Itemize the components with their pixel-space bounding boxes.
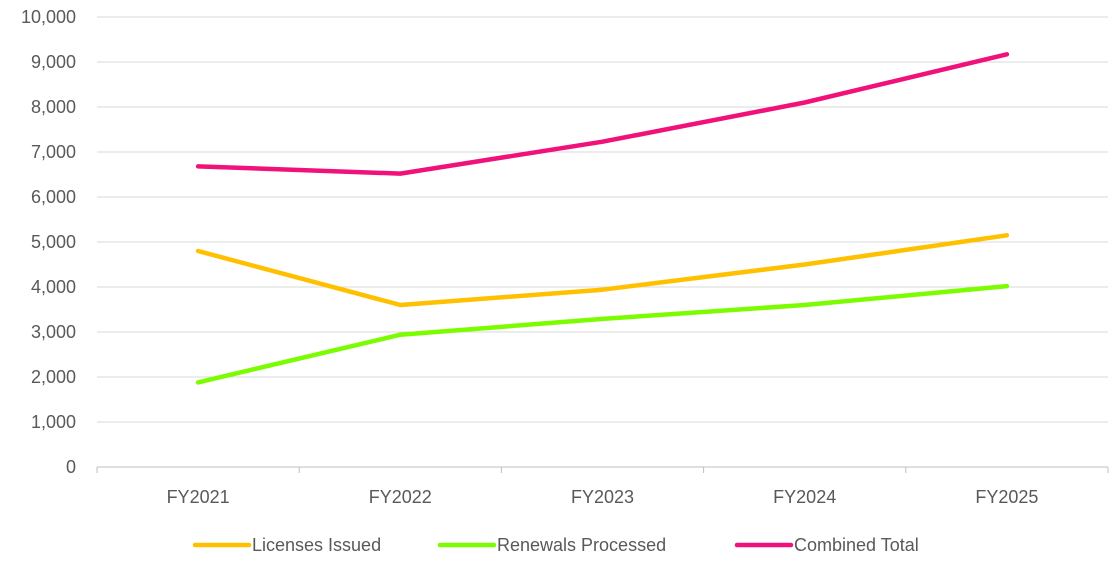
series-line-renewals-processed <box>195 283 1010 385</box>
legend-label: Licenses Issued <box>252 535 381 555</box>
x-tick-label: FY2025 <box>975 487 1038 507</box>
y-tick-label: 9,000 <box>31 52 76 72</box>
y-tick-label: 4,000 <box>31 277 76 297</box>
y-tick-label: 3,000 <box>31 322 76 342</box>
x-tick-label: FY2024 <box>773 487 836 507</box>
legend-label: Renewals Processed <box>497 535 666 555</box>
y-tick-label: 2,000 <box>31 367 76 387</box>
x-tick-label: FY2023 <box>571 487 634 507</box>
y-tick-label: 6,000 <box>31 187 76 207</box>
legend-label: Combined Total <box>794 535 919 555</box>
y-tick-label: 7,000 <box>31 142 76 162</box>
x-tick-label: FY2022 <box>369 487 432 507</box>
x-tick-label: FY2021 <box>167 487 230 507</box>
series-line-combined-total <box>195 52 1010 176</box>
x-axis <box>96 466 1109 473</box>
y-tick-label: 10,000 <box>21 7 76 27</box>
series-lines <box>195 52 1010 385</box>
legend: Licenses Issued Renewals Processed Combine… <box>192 535 919 555</box>
x-axis-tick-labels: FY2021 FY2022 FY2023 FY2024 FY2025 <box>167 487 1039 507</box>
y-tick-label: 5,000 <box>31 232 76 252</box>
y-tick-label: 8,000 <box>31 97 76 117</box>
gridlines <box>97 16 1108 423</box>
y-tick-label: 1,000 <box>31 412 76 432</box>
series-line-licenses-issued <box>195 233 1010 308</box>
y-axis-tick-labels: 0 1,000 2,000 3,000 4,000 5,000 6,000 7,000 8,00… <box>21 7 76 477</box>
y-tick-label: 0 <box>66 457 76 477</box>
